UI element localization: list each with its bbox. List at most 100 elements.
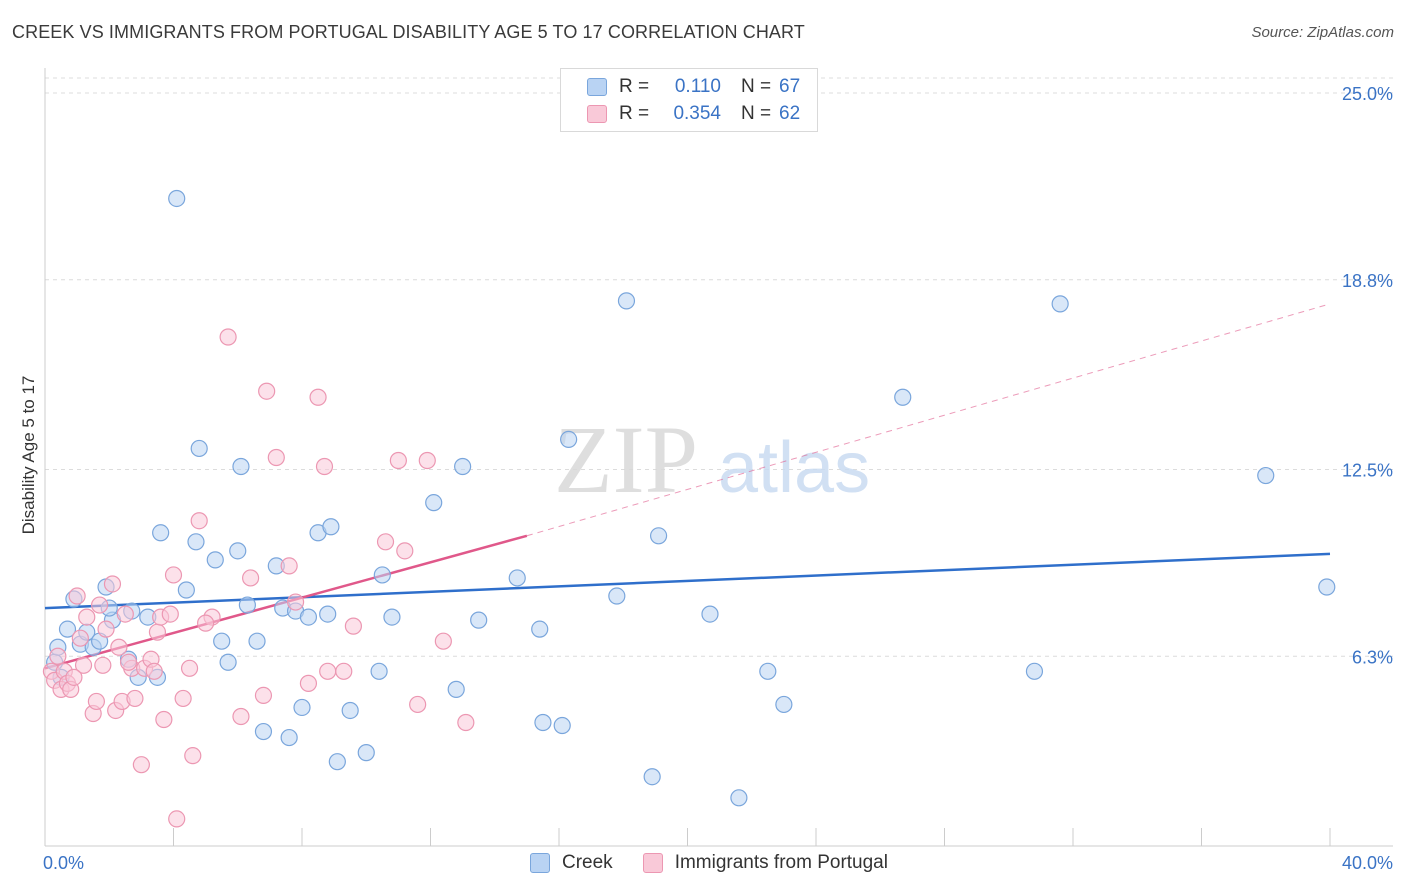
portugal-point	[110, 638, 128, 656]
legend-row-portugal: R = 0.354 N = 62	[587, 102, 800, 126]
portugal-point	[68, 587, 86, 605]
creek-point	[454, 457, 472, 476]
portugal-point	[315, 457, 334, 476]
creek-point	[152, 524, 170, 542]
portugal-point	[145, 662, 163, 680]
portugal-point	[389, 451, 407, 470]
creek-swatch	[587, 78, 607, 96]
creek-point	[447, 680, 465, 698]
chart-title: CREEK VS IMMIGRANTS FROM PORTUGAL DISABI…	[12, 22, 805, 42]
grid-layer	[45, 77, 1393, 657]
portugal-point	[434, 632, 452, 650]
portugal-point	[91, 596, 109, 614]
creek-point	[232, 457, 250, 476]
creek-point	[206, 551, 224, 569]
portugal-point	[148, 623, 167, 641]
portugal-point	[155, 710, 173, 729]
creek-point	[643, 768, 661, 786]
creek-point	[425, 494, 443, 512]
portugal-point	[309, 388, 327, 406]
bottom-legend-portugal: Immigrants from Portugal	[642, 852, 888, 874]
creek-point	[1051, 295, 1069, 313]
creek-point	[248, 632, 266, 650]
creek-swatch	[530, 853, 550, 873]
creek-point	[701, 605, 719, 623]
portugal-point	[132, 756, 150, 774]
creek-point	[553, 716, 571, 735]
portugal-point	[344, 617, 362, 635]
portugal-point	[184, 747, 202, 765]
portugal-point	[126, 689, 144, 708]
creek-point	[383, 608, 401, 626]
portugal-swatch	[587, 105, 607, 123]
creek-point	[759, 662, 777, 680]
legend-r-label: R =	[619, 103, 650, 124]
axis-layer	[44, 68, 1393, 847]
creek-point	[560, 430, 578, 449]
portugal-point	[78, 608, 96, 626]
creek-point	[534, 713, 552, 732]
creek-point	[357, 744, 375, 762]
legend-n-label: N =	[741, 103, 772, 124]
bottom-legend: Creek Immigrants from Portugal	[530, 852, 918, 874]
creek-point	[470, 611, 488, 629]
watermark-atlas: atlas	[718, 428, 870, 508]
creek-point	[370, 662, 388, 680]
portugal-point	[94, 656, 112, 674]
portugal-point	[254, 686, 273, 705]
legend-r-value: 0.110	[674, 76, 721, 97]
creek-point	[328, 753, 346, 771]
portugal-point	[418, 451, 436, 470]
creek-point	[293, 698, 311, 717]
portugal-point	[267, 448, 285, 467]
portugal-point	[97, 620, 115, 638]
creek-point	[229, 542, 247, 560]
y-tick-label: 18.8%	[1342, 271, 1393, 291]
bottom-legend-creek: Creek	[530, 852, 613, 874]
creek-point	[617, 292, 636, 310]
portugal-point	[335, 662, 353, 680]
portugal-point	[396, 542, 414, 560]
portugal-point	[409, 695, 427, 714]
creek-point	[177, 581, 195, 599]
portugal-point	[65, 668, 83, 686]
creek-point	[1025, 662, 1044, 680]
creek-point	[299, 608, 318, 626]
creek-point	[508, 569, 526, 587]
portugal-swatch	[642, 853, 663, 873]
creek-point	[373, 566, 391, 584]
portugal-point	[87, 692, 106, 711]
portugal-point	[74, 656, 93, 674]
creek-point	[219, 653, 237, 671]
creek-point	[775, 695, 793, 714]
portugal-point	[71, 629, 89, 647]
x-tick-label-max: 40.0%	[1342, 853, 1393, 873]
creek-point	[608, 587, 626, 605]
watermark-zip: ZIP	[554, 406, 698, 513]
portugal-point	[299, 674, 318, 692]
portugal-point	[49, 647, 67, 665]
legend: R = 0.110 N = 67 R = 0.354 N = 62	[560, 68, 818, 132]
portugal-point	[116, 605, 134, 623]
bottom-legend-portugal-label: Immigrants from Portugal	[674, 852, 888, 873]
legend-r-value: 0.354	[673, 103, 721, 124]
y-tick-label: 25.0%	[1342, 84, 1393, 104]
points-layer	[42, 189, 1336, 828]
portugal-point	[161, 605, 179, 623]
portugal-point	[457, 713, 475, 732]
portugal-point	[119, 653, 138, 671]
creek-point	[190, 439, 208, 458]
creek-point	[58, 620, 77, 638]
creek-point	[341, 701, 359, 720]
portugal-point	[286, 593, 305, 611]
creek-point	[280, 728, 298, 747]
x-tick-label-min: 0.0%	[43, 853, 84, 873]
portugal-trend-extension	[526, 303, 1331, 537]
y-tick-label: 12.5%	[1342, 461, 1393, 481]
creek-point	[730, 789, 748, 807]
portugal-point	[376, 533, 395, 551]
portugal-point	[280, 557, 298, 575]
creek-point	[1318, 578, 1336, 596]
legend-n-value: 62	[779, 103, 801, 124]
portugal-point	[103, 575, 122, 593]
